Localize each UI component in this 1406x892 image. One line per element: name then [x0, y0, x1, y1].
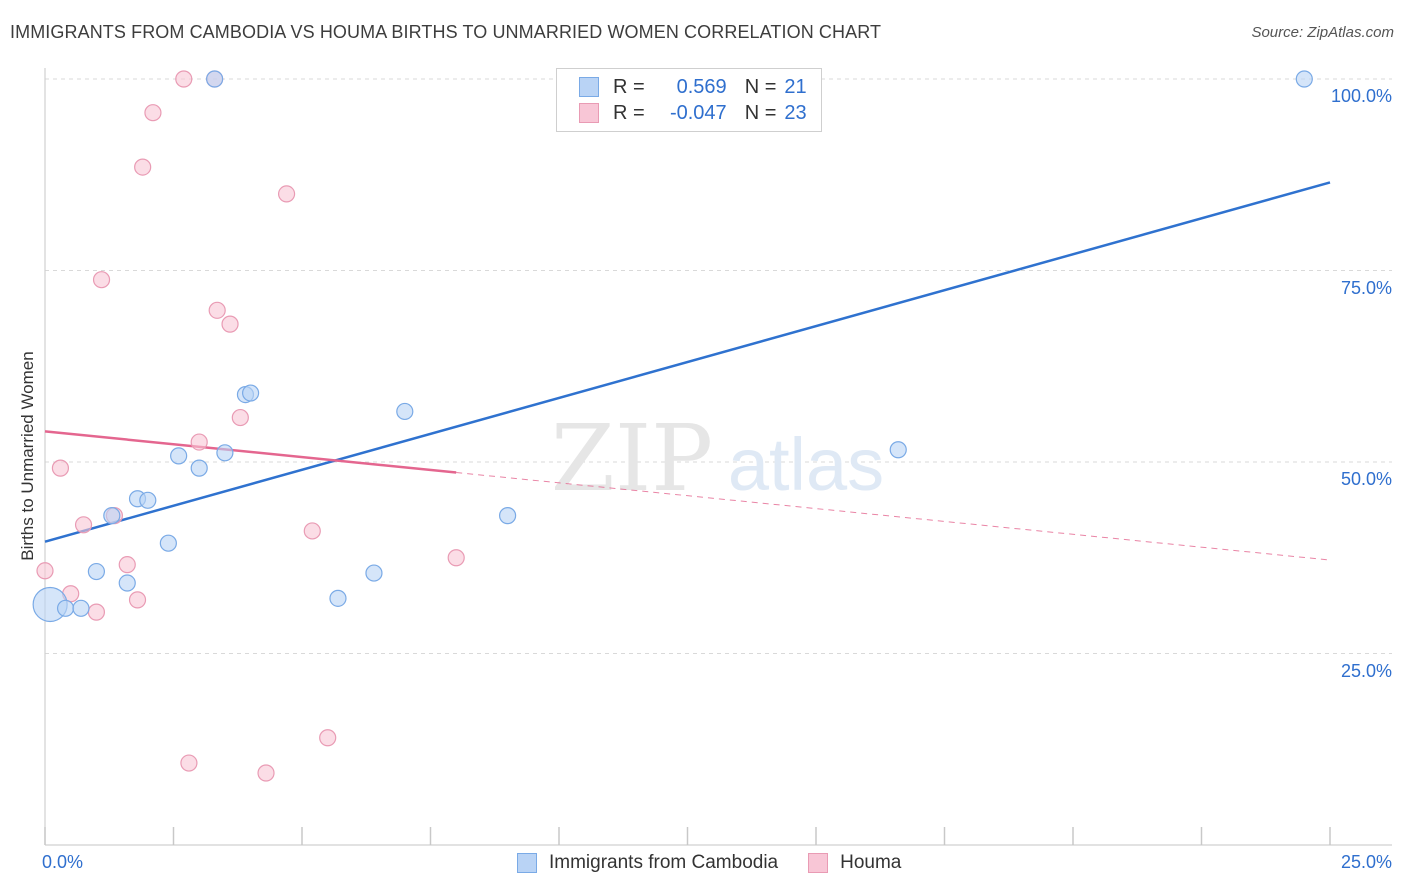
data-point-pink	[447, 549, 465, 567]
data-point-blue	[499, 507, 517, 525]
data-point-pink	[144, 104, 162, 122]
data-point-blue	[159, 534, 177, 552]
data-point-pink	[51, 459, 70, 477]
data-point-blue	[889, 441, 907, 459]
data-point-blue	[216, 444, 234, 462]
y-axis-label: Births to Unmarried Women	[18, 351, 37, 561]
data-point-blue	[139, 491, 157, 509]
x-tick-label-left: 0.0%	[42, 852, 84, 872]
data-point-pink	[277, 185, 296, 203]
chart-title: IMMIGRANTS FROM CAMBODIA VS HOUMA BIRTHS…	[10, 22, 882, 42]
data-point-blue	[170, 447, 188, 465]
correlation-legend: R = 0.569 N = 21 R = -0.047 N = 23	[556, 68, 822, 132]
data-point-blue	[206, 70, 224, 88]
series-legend-houma[interactable]: Houma	[808, 852, 901, 874]
legend-row-houma: R = -0.047 N = 23	[579, 101, 807, 125]
trend-layer	[44, 181, 1331, 561]
data-point-pink	[74, 516, 93, 534]
legend-n-value: 23	[784, 101, 807, 124]
data-point-blue	[118, 574, 136, 592]
legend-row-cambodia: R = 0.569 N = 21	[579, 75, 807, 99]
data-point-blue	[72, 599, 90, 617]
source-credit: Source: ZipAtlas.com	[1251, 24, 1394, 41]
points-layer	[32, 70, 1313, 782]
series-legend: Immigrants from Cambodia Houma	[517, 852, 931, 874]
trend-line-pink-dashed	[456, 472, 1331, 561]
data-point-pink	[118, 556, 136, 574]
legend-swatch-pink	[579, 103, 599, 123]
data-point-blue	[87, 562, 106, 581]
data-point-blue	[190, 459, 208, 477]
legend-r-value: 0.569	[676, 75, 727, 98]
data-point-pink	[175, 70, 193, 88]
axes-layer	[44, 68, 1392, 846]
series-swatch-pink	[808, 853, 829, 873]
data-point-blue	[242, 384, 260, 402]
data-point-pink	[92, 271, 111, 289]
data-point-blue	[1295, 70, 1313, 88]
legend-n-value: 21	[784, 75, 807, 98]
legend-n-label: N =	[744, 101, 777, 124]
data-point-pink	[231, 408, 249, 427]
data-point-pink	[257, 764, 275, 782]
legend-n-label: N =	[744, 75, 777, 98]
data-point-pink	[303, 522, 321, 540]
data-point-pink	[208, 301, 226, 319]
watermark-zip: ZIP	[551, 405, 713, 512]
legend-r-value: -0.047	[669, 101, 727, 124]
trend-line-blue	[44, 181, 1331, 543]
y-tick-label: 100.0%	[1330, 86, 1392, 106]
data-point-pink	[134, 158, 152, 176]
data-point-pink	[36, 562, 54, 580]
y-tick-label: 75.0%	[1340, 277, 1392, 298]
data-point-blue	[365, 564, 383, 582]
y-tick-label: 50.0%	[1340, 469, 1392, 489]
legend-r-label: R =	[613, 101, 645, 124]
x-tick-label-right: 25.0%	[1340, 852, 1392, 872]
trend-line-pink	[44, 430, 457, 474]
watermark-atlas: atlas	[728, 423, 884, 506]
watermark: ZIP atlas	[551, 405, 884, 512]
data-point-pink	[180, 754, 198, 772]
data-point-blue	[329, 589, 347, 607]
data-point-pink	[128, 591, 147, 609]
data-point-blue	[56, 599, 75, 617]
data-point-pink	[221, 315, 239, 333]
series-name-cambodia: Immigrants from Cambodia	[549, 852, 779, 873]
grid-layer	[45, 78, 1392, 654]
series-name-houma: Houma	[840, 852, 902, 873]
y-tick-label: 25.0%	[1340, 660, 1392, 681]
series-swatch-blue	[517, 853, 537, 873]
data-point-blue	[103, 507, 121, 525]
data-point-blue	[396, 402, 414, 421]
legend-r-label: R =	[613, 75, 645, 98]
data-point-pink	[87, 603, 106, 621]
series-legend-cambodia[interactable]: Immigrants from Cambodia	[517, 852, 778, 874]
data-point-pink	[190, 433, 208, 451]
legend-swatch-blue	[579, 77, 599, 97]
data-point-pink	[319, 729, 337, 747]
